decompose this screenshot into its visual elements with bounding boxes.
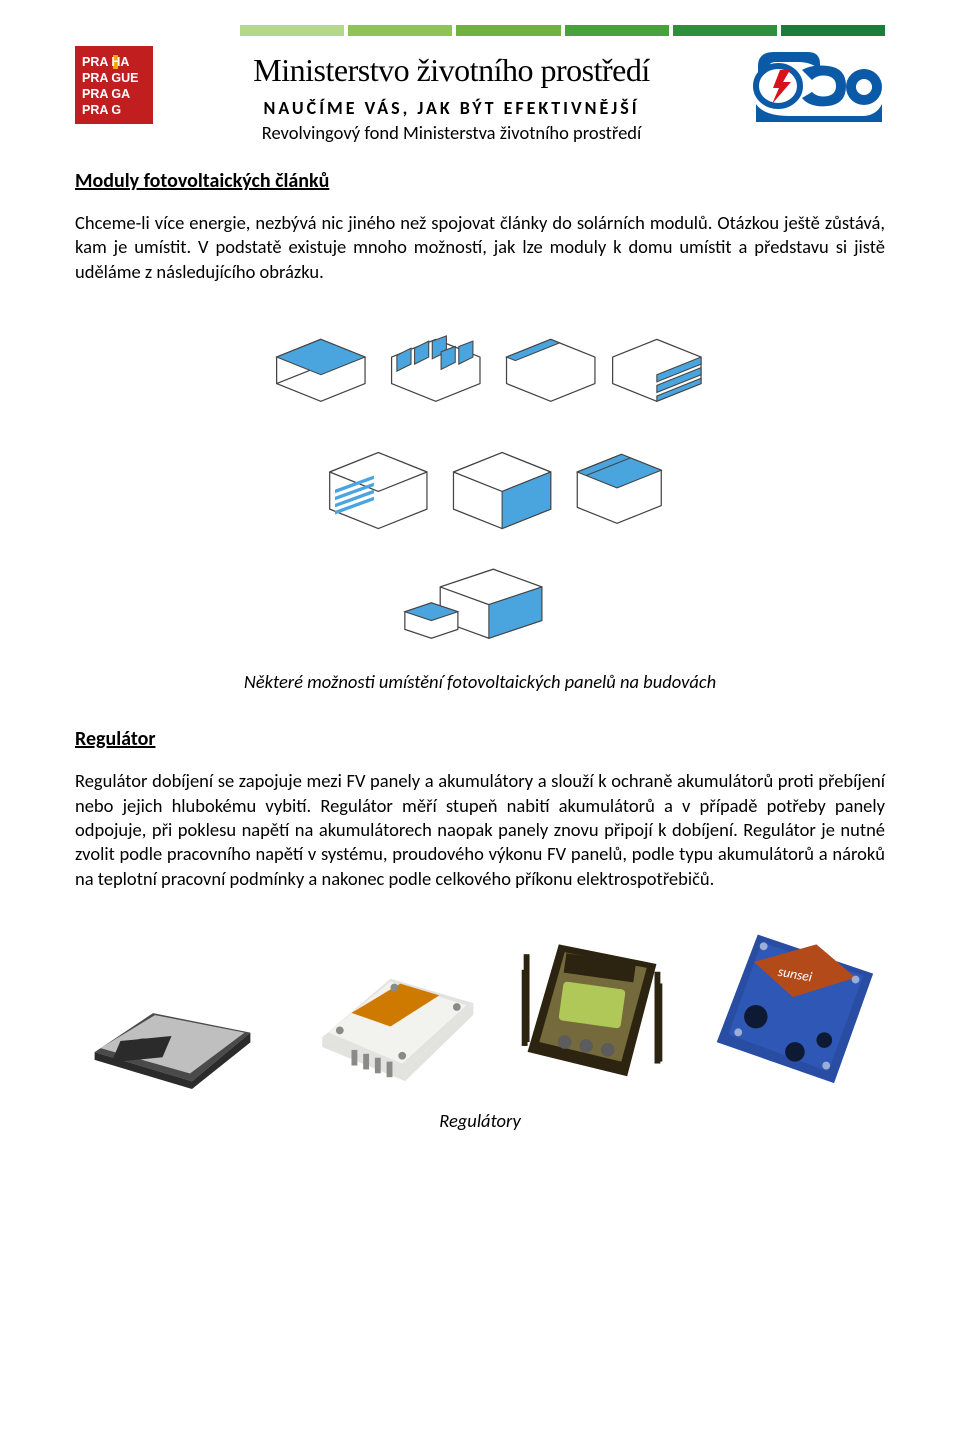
bar-seg-3 (456, 25, 560, 36)
diagram-caption: Některé možnosti umístění fotovoltaickýc… (75, 670, 885, 693)
ministry-title: Ministerstvo životního prostředí (253, 52, 649, 89)
header-center: Ministerstvo životního prostředí NAUČÍME… (173, 46, 730, 144)
regulator-image-2 (293, 925, 488, 1091)
regulator-images-row: sunsei (75, 915, 885, 1091)
bar-seg-6 (781, 25, 885, 36)
svg-text:PRA GUE: PRA GUE (82, 71, 139, 85)
bar-seg-4 (565, 25, 669, 36)
section-heading-modules: Moduly fotovoltaických článků (75, 169, 885, 193)
regulator-image-3 (510, 915, 676, 1091)
svg-text:PRA G: PRA G (82, 103, 121, 117)
bar-seg-5 (673, 25, 777, 36)
bar-seg-2 (348, 25, 452, 36)
bar-seg-1 (240, 25, 344, 36)
header-subtitle: Revolvingový fond Ministerstva životního… (262, 121, 642, 144)
paragraph-modules: Chceme-li více energie, nezbývá nic jiné… (75, 211, 885, 284)
regulator-image-4: sunsei (699, 915, 885, 1091)
header-tagline: NAUČÍME VÁS, JAK BÝT EFEKTIVNĚJŠÍ (263, 97, 639, 119)
svg-text:PRA HA: PRA HA (82, 55, 129, 69)
cop-logo (750, 46, 885, 128)
header-color-bar (240, 25, 885, 36)
paragraph-regulator: Regulátor dobíjení se zapojuje mezi FV p… (75, 769, 885, 891)
praha-logo: PRA HA PRA GUE PRA GA PRA G (75, 46, 153, 124)
svg-text:PRA GA: PRA GA (82, 87, 130, 101)
page-header: PRA HA PRA GUE PRA GA PRA G Ministerstvo… (75, 46, 885, 144)
regulator-image-1 (75, 945, 270, 1091)
building-placement-diagram (75, 304, 885, 640)
section-heading-regulator: Regulátor (75, 727, 885, 751)
regulators-caption: Regulátory (75, 1109, 885, 1132)
